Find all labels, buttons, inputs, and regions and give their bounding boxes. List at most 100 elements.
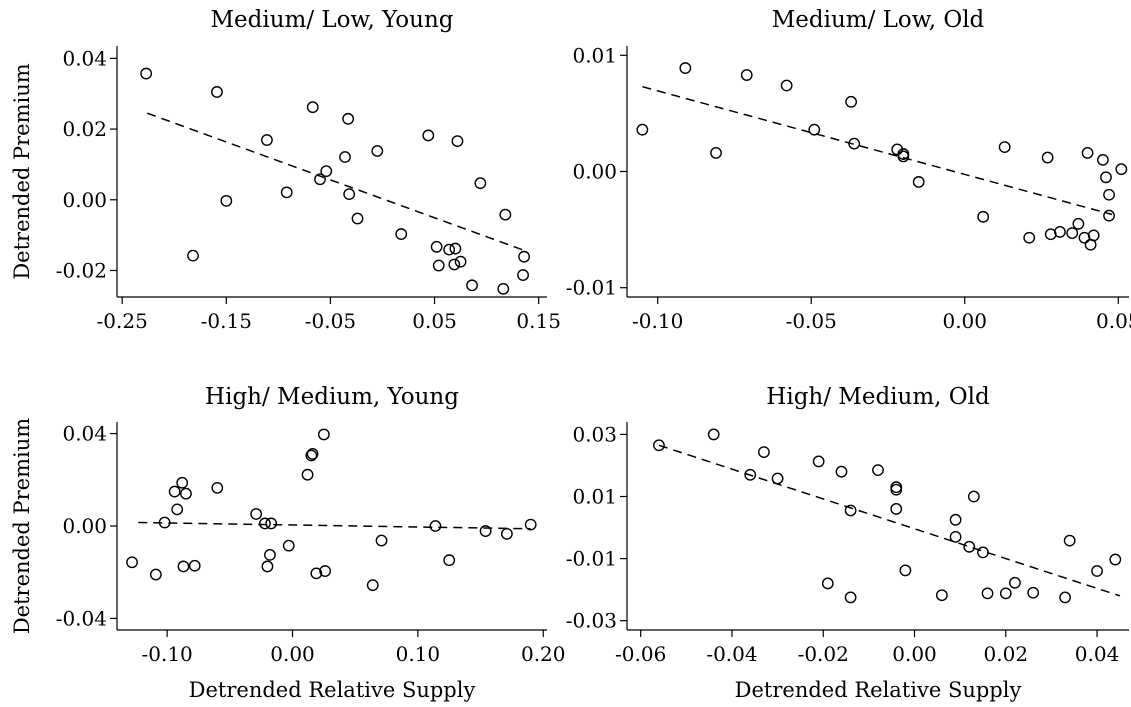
- data-point: [351, 212, 364, 225]
- data-point: [1027, 586, 1040, 599]
- data-point: [1063, 534, 1076, 547]
- data-point: [808, 123, 821, 136]
- panel-3: High/ Medium, Young -0.04 0.00 0.04 -0.10 0.0…: [10, 384, 566, 702]
- data-point: [1103, 209, 1115, 222]
- data-point: [126, 556, 138, 569]
- data-point: [981, 587, 994, 600]
- data-point: [844, 504, 857, 517]
- data-point: [259, 517, 271, 530]
- data-point: [1097, 153, 1109, 166]
- y-tick-label: 0.00: [62, 188, 107, 212]
- y-tick-label: 0.04: [62, 46, 107, 70]
- x-axis-label: Detrended Relative Supply: [189, 678, 476, 702]
- data-point: [149, 568, 162, 581]
- panel-title: High/ Medium, Old: [766, 384, 990, 410]
- data-point: [265, 517, 278, 530]
- data-point: [176, 476, 189, 489]
- y-tick-label: 0.03: [572, 422, 617, 446]
- data-point: [812, 455, 825, 468]
- data-point: [1009, 576, 1021, 589]
- y-tick-label: 0.01: [572, 43, 617, 67]
- data-point: [171, 503, 184, 516]
- data-point: [998, 141, 1011, 153]
- y-axis-label: Detrended Premium: [10, 63, 34, 279]
- data-point: [977, 210, 990, 223]
- y-tick-label: -0.01: [566, 276, 617, 300]
- data-point: [499, 208, 512, 221]
- data-point: [999, 587, 1012, 600]
- data-point: [844, 591, 857, 604]
- data-point: [339, 151, 351, 163]
- fit-line: [642, 85, 1113, 216]
- data-point: [780, 79, 793, 92]
- data-point: [474, 177, 487, 190]
- data-point: [771, 472, 784, 485]
- data-point: [845, 95, 858, 108]
- data-point: [432, 259, 445, 272]
- x-tick-label: 0.05: [1096, 309, 1131, 333]
- data-point: [282, 539, 295, 552]
- data-point: [1087, 229, 1100, 242]
- data-point: [497, 282, 510, 295]
- data-point: [890, 503, 903, 515]
- panel-4: High/ Medium, Old -0.03 -0.01 0.01 0.03 -0.06…: [566, 384, 1129, 702]
- data-point: [1103, 188, 1115, 201]
- x-tick-label: -0.02: [798, 642, 849, 666]
- data-point: [1072, 217, 1085, 230]
- data-point: [371, 145, 384, 157]
- data-point: [744, 468, 757, 481]
- y-tick-label: 0.02: [62, 117, 107, 141]
- x-tick-label: 0.02: [984, 642, 1029, 666]
- data-point: [935, 589, 948, 602]
- data-point: [320, 165, 333, 178]
- data-point: [1059, 591, 1072, 604]
- data-point: [967, 490, 980, 503]
- data-point: [264, 548, 276, 561]
- panel-title: Medium/ Low, Young: [210, 7, 453, 33]
- data-point: [319, 565, 332, 577]
- data-point: [1109, 553, 1122, 566]
- x-tick-label: -0.15: [201, 309, 252, 333]
- panel-title: High/ Medium, Young: [205, 384, 459, 410]
- y-tick-label: -0.01: [566, 547, 617, 571]
- data-point: [653, 439, 665, 452]
- data-point: [758, 446, 770, 459]
- x-tick-label: 0.20: [521, 642, 566, 666]
- x-tick-label: -0.10: [141, 642, 192, 666]
- data-point: [949, 530, 962, 543]
- data-point: [899, 564, 912, 577]
- data-point: [872, 464, 884, 477]
- data-point: [443, 243, 456, 256]
- data-point: [1054, 226, 1066, 238]
- data-point: [342, 112, 355, 125]
- data-point: [479, 525, 492, 537]
- data-point: [168, 485, 181, 498]
- data-point: [949, 513, 962, 526]
- data-point: [890, 481, 903, 494]
- data-point: [301, 468, 314, 481]
- data-point: [187, 249, 199, 262]
- x-tick-label: 0.05: [412, 309, 457, 333]
- y-tick-label: -0.02: [56, 258, 107, 282]
- data-point: [707, 428, 720, 441]
- data-point: [220, 194, 233, 207]
- data-point: [188, 559, 201, 572]
- x-tick-label: 0.15: [516, 309, 561, 333]
- data-point: [1100, 171, 1112, 184]
- panel-title: Medium/ Low, Old: [772, 7, 985, 33]
- x-tick-label: -0.10: [632, 309, 683, 333]
- y-axis-label: Detrended Premium: [10, 418, 34, 634]
- data-point: [180, 487, 192, 500]
- panel-1: Medium/ Low, Young -0.02 0.00 0.02 0.04 -0.25…: [10, 7, 561, 333]
- data-point: [314, 173, 326, 186]
- data-point: [261, 560, 274, 573]
- data-point: [140, 67, 153, 80]
- data-point: [500, 527, 513, 540]
- data-point: [443, 554, 456, 567]
- data-point: [517, 269, 529, 281]
- data-point: [1091, 565, 1103, 577]
- data-point: [317, 428, 330, 441]
- y-tick-label: -0.03: [566, 609, 617, 633]
- data-point: [211, 86, 223, 98]
